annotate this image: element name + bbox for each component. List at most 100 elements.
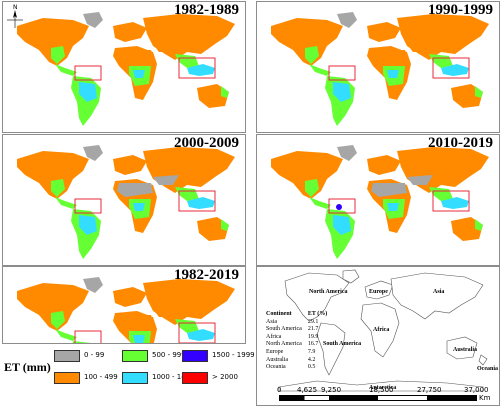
maritime-asia-zone (187, 197, 215, 209)
panel-title: 1990-1999 (428, 2, 493, 18)
asia-outline (390, 272, 484, 320)
asia-shape (143, 147, 235, 193)
amazon-zone (79, 82, 97, 102)
table-row: Australia 4.2 (263, 357, 330, 365)
scale-tick: 18,500 (369, 386, 394, 394)
sahara-zone (117, 50, 153, 64)
amazon-zone (79, 215, 97, 235)
north-america-shape (17, 283, 89, 331)
table-cell: 7.9 (307, 348, 316, 355)
scale-tick: 27,750 (417, 386, 442, 394)
legend-swatch-100-499 (54, 372, 80, 384)
legend-label: 1500 - 1999 (212, 351, 255, 359)
table-cell: North America (266, 341, 302, 348)
map-panel-2010-2019: 2010-2019 (256, 134, 500, 266)
map-panel-1982-2019: 1982-2019 (2, 266, 246, 344)
label-north-america: North America (309, 289, 348, 295)
amazon-focus-box (74, 330, 102, 343)
table-row: Asia 29.1 (263, 319, 330, 327)
scale-tick: 9,250 (321, 386, 342, 394)
panel-title: 2010-2019 (428, 135, 493, 151)
scale-tick: 37,000 (464, 386, 489, 394)
scale-tick: 4,625 (297, 386, 318, 394)
table-cell: 29.1 (307, 318, 319, 325)
europe-shape (113, 155, 147, 175)
maritime-asia-zone (441, 197, 469, 209)
table-header: Continent (266, 311, 292, 317)
southeast-asia-focus-box (178, 190, 216, 212)
sahara-zone (371, 50, 407, 64)
world-et-map (271, 12, 489, 126)
map-panel-2000-2009: 2000-2009 (2, 134, 246, 266)
et-legend: ET (mm) 0 - 99 500 - 999 1500 - 1999 100… (4, 344, 255, 404)
australia-east-coast (221, 86, 229, 98)
amazon-zone (333, 215, 351, 235)
greenland-shape (83, 12, 103, 28)
label-africa: Africa (373, 327, 389, 333)
central-america-shape (55, 64, 77, 76)
southeast-asia-focus-box (178, 322, 216, 343)
table-cell: 16.7 (307, 341, 319, 348)
arabia-zone (407, 42, 433, 52)
north-america-humid-zone (305, 46, 319, 64)
australia-outline (446, 336, 478, 360)
table-header: ET (%) (307, 311, 328, 317)
southeast-asia-focus-box (432, 190, 470, 212)
world-et-map (17, 145, 235, 259)
australia-east-coast (475, 86, 483, 98)
north-america-humid-zone (51, 311, 65, 329)
world-et-map (17, 277, 235, 343)
arabia-zone (407, 175, 433, 185)
greenland-outline (342, 269, 360, 284)
label-australia: Australia (453, 347, 477, 353)
europe-shape (113, 287, 147, 307)
table-row: North America 16.7 (263, 341, 330, 349)
panel-title: 2000-2009 (174, 135, 239, 151)
greenland-shape (83, 277, 103, 293)
africa-outline (360, 302, 400, 358)
table-cell: 21.7 (307, 326, 319, 333)
maritime-asia-zone (187, 329, 215, 341)
maritime-asia-zone (187, 64, 215, 76)
table-cell: South America (266, 326, 302, 333)
table-row: Europe 7.9 (263, 349, 330, 357)
legend-swatch-1000-1499 (122, 372, 148, 384)
central-america-shape (55, 197, 77, 209)
label-antarctica: Antarctica (369, 385, 396, 391)
legend-swatch-0-99 (54, 350, 80, 362)
north-america-humid-zone (51, 46, 65, 64)
north-label: N (13, 4, 18, 11)
table-cell: Oceania (266, 364, 286, 371)
world-et-map (271, 145, 489, 259)
europe-outline (364, 280, 394, 300)
antarctica-outline (278, 380, 484, 392)
asia-shape (397, 14, 489, 60)
amazon-zone (333, 82, 351, 102)
legend-label: > 2000 (212, 373, 238, 381)
amazon-focus-box (74, 65, 102, 81)
congo-zone (387, 70, 399, 78)
north-america-humid-zone (305, 179, 319, 197)
map-panel-1990-1999: 1990-1999 (256, 1, 500, 133)
legend-label: 1000 - 1499 (152, 373, 195, 381)
north-america-humid-zone (51, 179, 65, 197)
north-arrow-icon: N (7, 4, 23, 28)
asia-shape (143, 14, 235, 60)
label-europe: Europe (369, 289, 388, 295)
europe-shape (367, 22, 401, 42)
north-america-outline (284, 272, 350, 322)
table-cell: 19.9 (307, 333, 319, 340)
asia-shape (143, 279, 235, 325)
label-south-america: South America (323, 341, 361, 347)
arabia-zone (153, 42, 179, 52)
panel-title: 1982-1989 (174, 2, 239, 18)
sahara-zone (371, 183, 407, 197)
table-cell: Australia (266, 356, 288, 363)
world-et-map: N (7, 4, 235, 126)
sahara-zone (117, 183, 153, 197)
arabia-zone (153, 175, 179, 185)
southeast-asia-focus-box (432, 57, 470, 79)
amazon-focus-box (328, 65, 356, 81)
north-america-shape (17, 18, 89, 66)
legend-label: 100 - 499 (84, 373, 118, 381)
